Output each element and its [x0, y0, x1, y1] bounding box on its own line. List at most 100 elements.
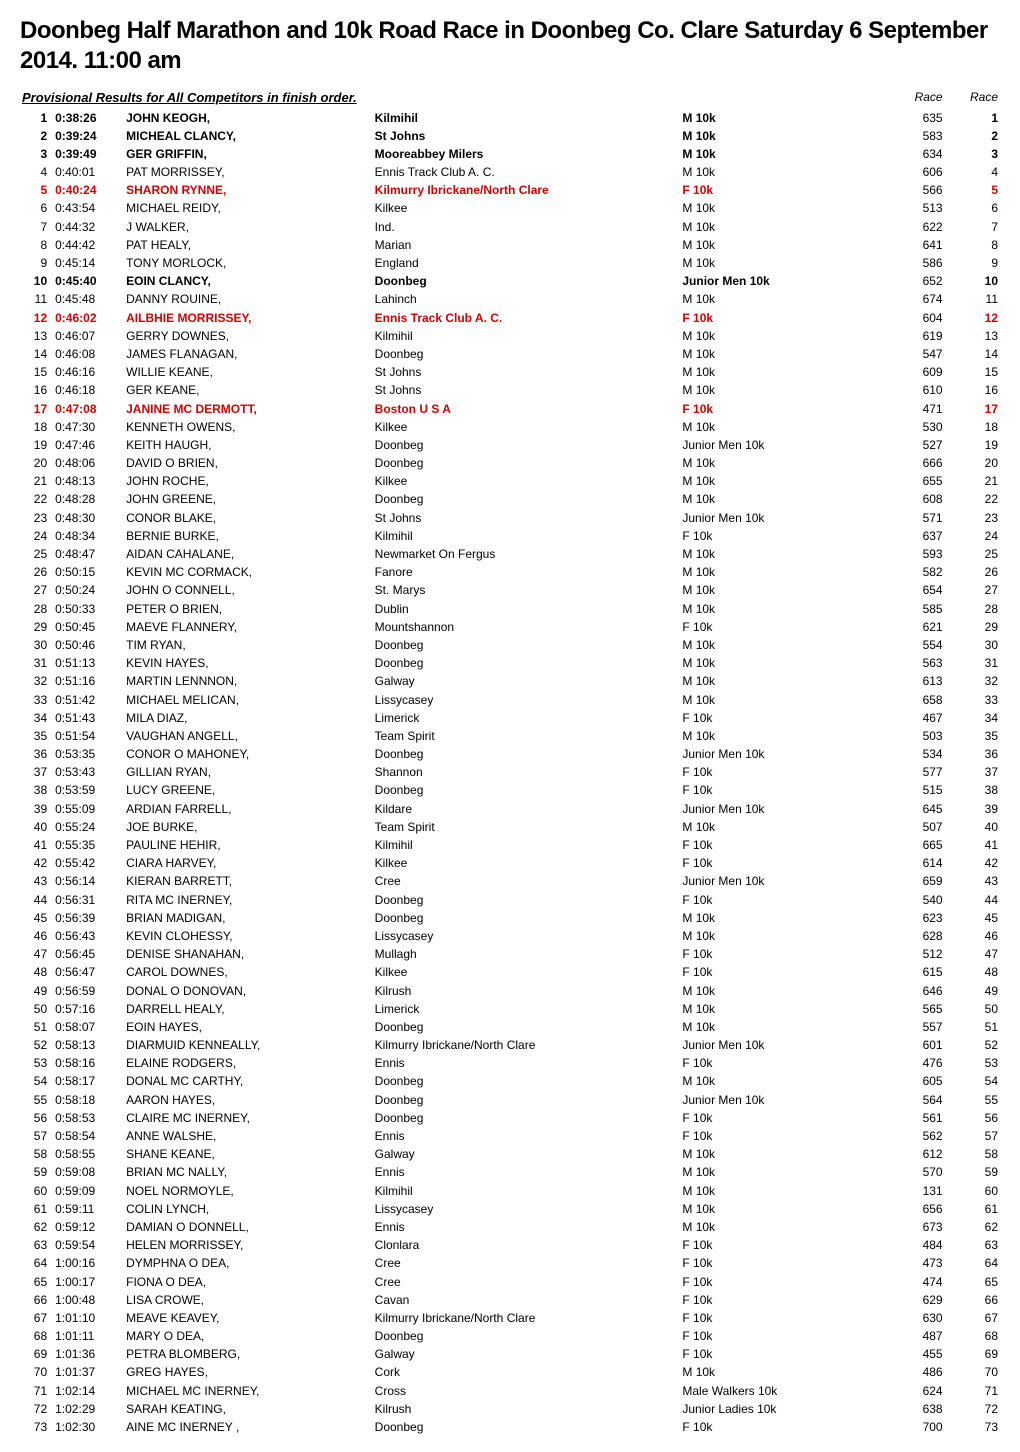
cell-category: M 10k — [680, 672, 893, 690]
cell-club: Kildare — [373, 800, 681, 818]
cell-race-num-1: 634 — [893, 145, 952, 163]
cell-category: F 10k — [680, 854, 893, 872]
cell-race-num-1: 593 — [893, 545, 952, 563]
table-row: 600:59:09NOEL NORMOYLE,KilmihilM 10k1316… — [20, 1182, 1000, 1200]
cell-name: JOHN KEOGH, — [124, 109, 373, 127]
cell-club: Galway — [373, 672, 681, 690]
cell-race-num-2: 64 — [953, 1254, 1000, 1272]
table-row: 340:51:43MILA DIAZ,LimerickF 10k46734 — [20, 709, 1000, 727]
col-header-race-1: Race — [893, 88, 952, 109]
cell-race-num-2: 57 — [953, 1127, 1000, 1145]
cell-race-num-1: 605 — [893, 1072, 952, 1090]
table-row: 651:00:17FIONA O DEA,CreeF 10k47465 — [20, 1273, 1000, 1291]
cell-time: 1:01:37 — [53, 1363, 124, 1381]
table-row: 701:01:37GREG HAYES,CorkM 10k48670 — [20, 1363, 1000, 1381]
cell-race-num-2: 13 — [953, 327, 1000, 345]
cell-time: 0:48:13 — [53, 472, 124, 490]
cell-category: M 10k — [680, 363, 893, 381]
table-row: 731:02:30AINE MC INERNEY ,DoonbegF 10k70… — [20, 1418, 1000, 1436]
cell-club: Shannon — [373, 763, 681, 781]
table-row: 80:44:42PAT HEALY,MarianM 10k6418 — [20, 236, 1000, 254]
cell-name: JOHN GREENE, — [124, 490, 373, 508]
cell-name: DIARMUID KENNEALLY, — [124, 1036, 373, 1054]
cell-category: F 10k — [680, 527, 893, 545]
cell-race-num-2: 19 — [953, 436, 1000, 454]
cell-race-num-2: 17 — [953, 400, 1000, 418]
cell-race-num-2: 45 — [953, 909, 1000, 927]
cell-category: F 10k — [680, 1236, 893, 1254]
table-row: 200:48:06DAVID O BRIEN,DoonbegM 10k66620 — [20, 454, 1000, 472]
cell-club: Mullagh — [373, 945, 681, 963]
cell-race-num-2: 56 — [953, 1109, 1000, 1127]
table-row: 330:51:42MICHAEL MELICAN,LissycaseyM 10k… — [20, 691, 1000, 709]
cell-category: M 10k — [680, 290, 893, 308]
cell-club: Doonbeg — [373, 781, 681, 799]
table-row: 620:59:12DAMIAN O DONNELL,EnnisM 10k6736… — [20, 1218, 1000, 1236]
table-row: 240:48:34BERNIE BURKE,KilmihilF 10k63724 — [20, 527, 1000, 545]
cell-race-num-2: 3 — [953, 145, 1000, 163]
col-header-race-2: Race — [953, 88, 1000, 109]
cell-position: 54 — [20, 1072, 53, 1090]
cell-name: MARY O DEA, — [124, 1327, 373, 1345]
cell-name: CIARA HARVEY, — [124, 854, 373, 872]
cell-race-num-2: 29 — [953, 618, 1000, 636]
cell-time: 0:56:43 — [53, 927, 124, 945]
cell-time: 1:02:30 — [53, 1418, 124, 1436]
cell-club: Cross — [373, 1382, 681, 1400]
cell-category: M 10k — [680, 218, 893, 236]
cell-category: M 10k — [680, 454, 893, 472]
cell-time: 1:01:36 — [53, 1345, 124, 1363]
table-row: 560:58:53CLAIRE MC INERNEY,DoonbegF 10k5… — [20, 1109, 1000, 1127]
table-row: 500:57:16DARRELL HEALY,LimerickM 10k5655… — [20, 1000, 1000, 1018]
cell-time: 0:55:42 — [53, 854, 124, 872]
cell-name: TONY MORLOCK, — [124, 254, 373, 272]
cell-club: Mooreabbey Milers — [373, 145, 681, 163]
cell-time: 0:43:54 — [53, 199, 124, 217]
cell-race-num-1: 614 — [893, 854, 952, 872]
cell-time: 0:47:08 — [53, 400, 124, 418]
cell-category: M 10k — [680, 727, 893, 745]
cell-club: Kilkee — [373, 472, 681, 490]
cell-time: 0:46:16 — [53, 363, 124, 381]
cell-time: 0:48:47 — [53, 545, 124, 563]
cell-club: Cree — [373, 1254, 681, 1272]
cell-race-num-2: 8 — [953, 236, 1000, 254]
cell-race-num-1: 612 — [893, 1145, 952, 1163]
cell-race-num-2: 26 — [953, 563, 1000, 581]
cell-position: 58 — [20, 1145, 53, 1163]
cell-position: 36 — [20, 745, 53, 763]
cell-time: 1:02:29 — [53, 1400, 124, 1418]
cell-club: Ennis Track Club A. C. — [373, 163, 681, 181]
cell-position: 3 — [20, 145, 53, 163]
cell-race-num-2: 18 — [953, 418, 1000, 436]
results-table: Provisional Results for All Competitors … — [20, 88, 1000, 1436]
cell-name: SHANE KEANE, — [124, 1145, 373, 1163]
cell-name: ELAINE RODGERS, — [124, 1054, 373, 1072]
cell-race-num-2: 72 — [953, 1400, 1000, 1418]
cell-category: M 10k — [680, 1072, 893, 1090]
cell-race-num-2: 69 — [953, 1345, 1000, 1363]
cell-race-num-2: 1 — [953, 109, 1000, 127]
cell-club: Doonbeg — [373, 636, 681, 654]
cell-position: 55 — [20, 1091, 53, 1109]
cell-position: 60 — [20, 1182, 53, 1200]
cell-position: 66 — [20, 1291, 53, 1309]
cell-race-num-1: 557 — [893, 1018, 952, 1036]
cell-time: 0:50:24 — [53, 581, 124, 599]
cell-category: F 10k — [680, 891, 893, 909]
cell-race-num-1: 586 — [893, 254, 952, 272]
cell-category: M 10k — [680, 127, 893, 145]
cell-time: 0:50:33 — [53, 600, 124, 618]
cell-category: M 10k — [680, 1218, 893, 1236]
cell-club: Doonbeg — [373, 909, 681, 927]
cell-club: Lissycasey — [373, 691, 681, 709]
cell-position: 35 — [20, 727, 53, 745]
cell-name: SARAH KEATING, — [124, 1400, 373, 1418]
cell-time: 1:00:16 — [53, 1254, 124, 1272]
cell-name: GREG HAYES, — [124, 1363, 373, 1381]
table-row: 90:45:14TONY MORLOCK,EnglandM 10k5869 — [20, 254, 1000, 272]
cell-club: Doonbeg — [373, 1418, 681, 1436]
cell-club: Kilmihil — [373, 327, 681, 345]
table-row: 350:51:54VAUGHAN ANGELL,Team SpiritM 10k… — [20, 727, 1000, 745]
cell-club: Doonbeg — [373, 272, 681, 290]
